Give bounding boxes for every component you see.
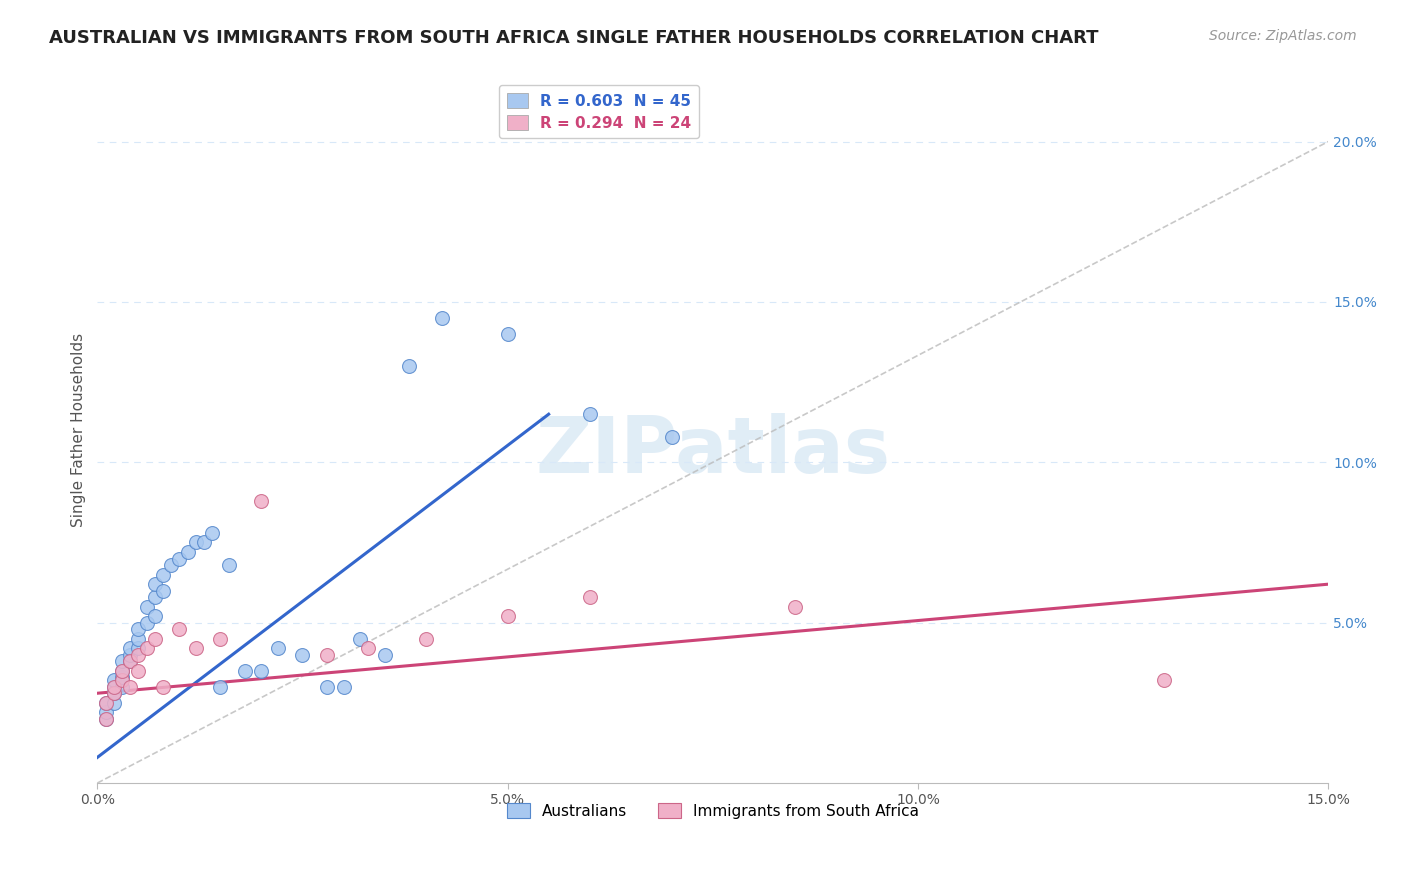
Point [357,641,380,656]
Point [135,641,157,656]
Point [135,615,157,630]
Point [135,599,157,614]
Point [316,680,339,694]
Point [127,622,149,636]
Y-axis label: Single Father Households: Single Father Households [72,334,86,527]
Point [152,680,174,694]
Point [94,706,117,720]
Point [111,664,134,678]
Point [103,680,125,694]
Point [496,609,519,624]
Point [250,664,273,678]
Point [201,525,224,540]
Point [169,622,191,636]
Point [127,641,149,656]
Point [94,712,117,726]
Point [169,551,191,566]
Point [111,654,134,668]
Point [103,686,125,700]
Point [94,696,117,710]
Point [111,670,134,684]
Point [267,641,290,656]
Point [218,558,240,572]
Point [94,712,117,726]
Text: Source: ZipAtlas.com: Source: ZipAtlas.com [1209,29,1357,43]
Point [209,632,232,646]
Point [374,648,396,662]
Point [661,430,683,444]
Point [184,641,207,656]
Point [209,680,232,694]
Point [578,590,600,604]
Text: ZIPatlas: ZIPatlas [536,413,890,490]
Point [103,686,125,700]
Point [143,632,166,646]
Point [127,664,149,678]
Point [103,680,125,694]
Point [291,648,314,662]
Point [176,545,198,559]
Point [143,577,166,591]
Point [398,359,420,373]
Point [120,654,142,668]
Point [349,632,371,646]
Point [1153,673,1175,688]
Legend: Australians, Immigrants from South Africa: Australians, Immigrants from South Afric… [501,797,925,825]
Point [111,664,134,678]
Point [143,590,166,604]
Point [127,632,149,646]
Point [415,632,437,646]
Point [184,535,207,549]
Point [111,680,134,694]
Point [103,673,125,688]
Point [120,680,142,694]
Point [152,583,174,598]
Text: AUSTRALIAN VS IMMIGRANTS FROM SOUTH AFRICA SINGLE FATHER HOUSEHOLDS CORRELATION : AUSTRALIAN VS IMMIGRANTS FROM SOUTH AFRI… [49,29,1098,46]
Point [120,654,142,668]
Point [120,641,142,656]
Point [316,648,339,662]
Point [127,648,149,662]
Point [103,696,125,710]
Point [430,310,453,325]
Point [783,599,806,614]
Point [111,673,134,688]
Point [160,558,183,572]
Point [496,326,519,341]
Point [120,648,142,662]
Point [233,664,256,678]
Point [193,535,215,549]
Point [578,407,600,421]
Point [94,696,117,710]
Point [250,493,273,508]
Point [152,567,174,582]
Point [143,609,166,624]
Point [332,680,354,694]
